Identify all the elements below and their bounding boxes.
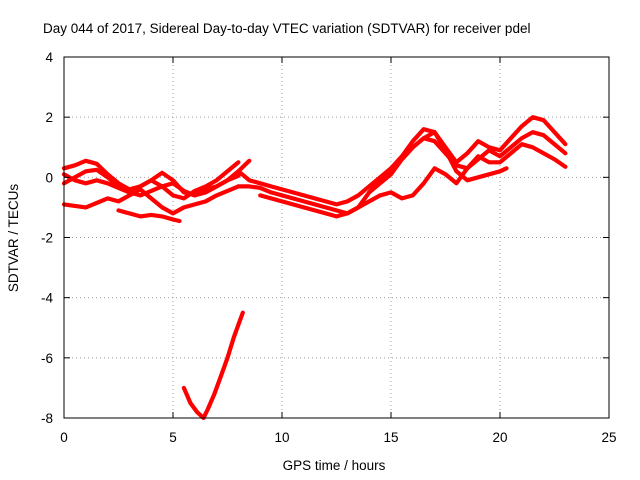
series-track-10 [181,310,245,421]
chart-title: Day 044 of 2017, Sidereal Day-to-day VTE… [43,21,530,36]
x-tick-label: 15 [383,430,398,445]
x-tick-label: 0 [60,430,68,445]
y-tick-label: 0 [45,170,53,185]
x-tick-label: 25 [601,430,616,445]
series-track-9 [367,130,509,195]
series-track-5 [116,208,182,224]
x-tick-label: 20 [492,430,507,445]
series-track-4 [61,172,241,198]
y-tick-label: 2 [45,110,53,125]
x-tick-label: 5 [169,430,177,445]
grid-layer [64,57,609,418]
series-track-8 [258,142,568,219]
y-axis-label: SDTVAR / TECUs [6,184,21,293]
y-tick-label: -2 [41,231,53,246]
tick-layer: 0 5 10 15 20 25 -8 -6 -4 -2 0 2 4 [41,50,617,445]
y-tick-label: -4 [41,291,53,306]
x-axis-label: GPS time / hours [283,458,386,473]
series-layer [61,115,568,421]
y-tick-label: -8 [41,411,53,426]
series-track-7 [236,130,568,207]
y-tick-label: 4 [45,50,53,65]
x-tick-label: 10 [274,430,289,445]
y-tick-label: -6 [41,351,53,366]
series-track-3 [61,184,241,216]
